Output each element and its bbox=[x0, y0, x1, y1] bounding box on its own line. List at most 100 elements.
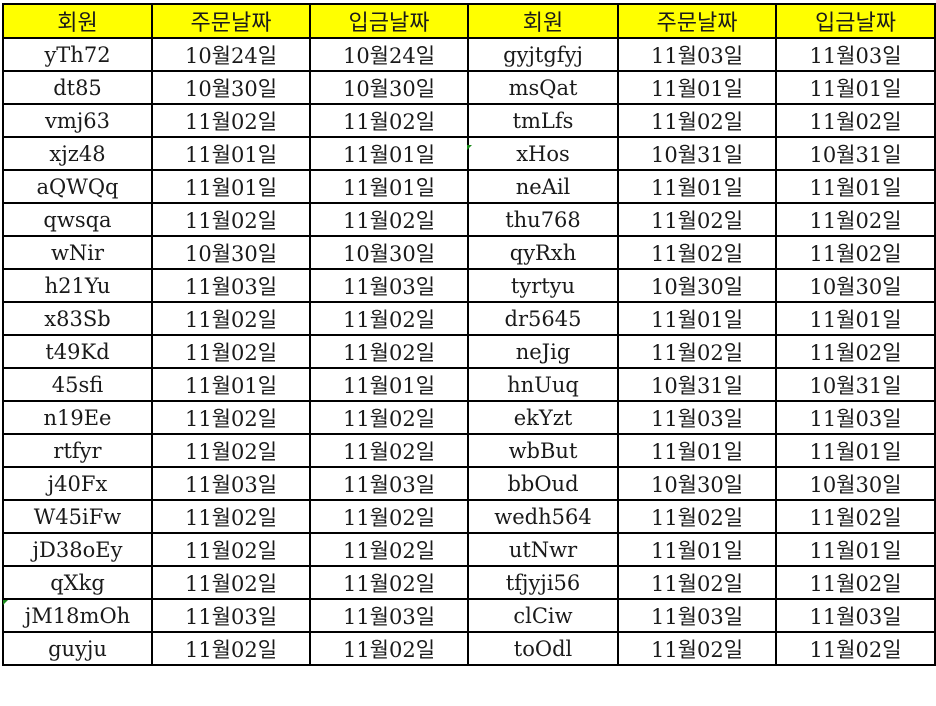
cell-member[interactable]: dt85 bbox=[2, 70, 153, 105]
cell-payment-date[interactable]: 11월02일 bbox=[309, 532, 469, 567]
cell-order-date[interactable]: 11월02일 bbox=[617, 631, 777, 666]
cell-payment-date[interactable]: 11월02일 bbox=[309, 433, 469, 468]
cell-payment-date[interactable]: 10월30일 bbox=[775, 466, 936, 501]
cell-payment-date[interactable]: 11월02일 bbox=[309, 301, 469, 336]
cell-member[interactable]: wbBut bbox=[467, 433, 619, 468]
cell-order-date[interactable]: 11월03일 bbox=[617, 37, 777, 72]
cell-payment-date[interactable]: 11월02일 bbox=[775, 202, 936, 237]
cell-member[interactable]: jD38oEy bbox=[2, 532, 153, 567]
cell-payment-date[interactable]: 10월30일 bbox=[309, 70, 469, 105]
cell-member[interactable]: W45iFw bbox=[2, 499, 153, 534]
cell-member[interactable]: vmj63 bbox=[2, 103, 153, 138]
cell-order-date[interactable]: 10월31일 bbox=[617, 136, 777, 171]
cell-order-date[interactable]: 11월03일 bbox=[617, 598, 777, 633]
cell-member[interactable]: clCiw bbox=[467, 598, 619, 633]
cell-member[interactable]: t49Kd bbox=[2, 334, 153, 369]
cell-payment-date[interactable]: 11월02일 bbox=[775, 565, 936, 600]
cell-payment-date[interactable]: 11월02일 bbox=[775, 631, 936, 666]
cell-payment-date[interactable]: 11월02일 bbox=[775, 334, 936, 369]
cell-payment-date[interactable]: 11월03일 bbox=[309, 466, 469, 501]
cell-member[interactable]: gyjtgfyj bbox=[467, 37, 619, 72]
cell-member[interactable]: tmLfs bbox=[467, 103, 619, 138]
cell-member[interactable]: guyju bbox=[2, 631, 153, 666]
cell-member[interactable]: jM18mOh bbox=[2, 598, 153, 633]
cell-payment-date[interactable]: 11월01일 bbox=[309, 367, 469, 402]
cell-payment-date[interactable]: 11월01일 bbox=[775, 70, 936, 105]
cell-member[interactable]: n19Ee bbox=[2, 400, 153, 435]
cell-payment-date[interactable]: 11월02일 bbox=[309, 334, 469, 369]
cell-payment-date[interactable]: 11월03일 bbox=[309, 598, 469, 633]
cell-member[interactable]: dr5645 bbox=[467, 301, 619, 336]
cell-payment-date[interactable]: 11월02일 bbox=[309, 565, 469, 600]
cell-order-date[interactable]: 11월02일 bbox=[617, 334, 777, 369]
cell-payment-date[interactable]: 11월01일 bbox=[309, 136, 469, 171]
cell-member[interactable]: toOdl bbox=[467, 631, 619, 666]
cell-member[interactable]: j40Fx bbox=[2, 466, 153, 501]
header-payment-date[interactable]: 입금날짜 bbox=[309, 3, 469, 39]
cell-payment-date[interactable]: 11월03일 bbox=[309, 268, 469, 303]
cell-order-date[interactable]: 11월02일 bbox=[617, 103, 777, 138]
cell-order-date[interactable]: 11월03일 bbox=[151, 466, 311, 501]
cell-order-date[interactable]: 11월02일 bbox=[151, 202, 311, 237]
cell-order-date[interactable]: 11월02일 bbox=[151, 301, 311, 336]
cell-member[interactable]: thu768 bbox=[467, 202, 619, 237]
header-member[interactable]: 회원 bbox=[2, 3, 153, 39]
cell-payment-date[interactable]: 11월03일 bbox=[775, 598, 936, 633]
cell-order-date[interactable]: 10월30일 bbox=[617, 466, 777, 501]
cell-member[interactable]: qwsqa bbox=[2, 202, 153, 237]
cell-payment-date[interactable]: 11월01일 bbox=[309, 169, 469, 204]
cell-member[interactable]: tfjyji56 bbox=[467, 565, 619, 600]
cell-order-date[interactable]: 10월31일 bbox=[617, 367, 777, 402]
cell-order-date[interactable]: 11월02일 bbox=[617, 202, 777, 237]
cell-member[interactable]: 45sfi bbox=[2, 367, 153, 402]
cell-order-date[interactable]: 11월02일 bbox=[617, 235, 777, 270]
cell-member[interactable]: msQat bbox=[467, 70, 619, 105]
cell-order-date[interactable]: 10월30일 bbox=[151, 235, 311, 270]
header-member[interactable]: 회원 bbox=[467, 3, 619, 39]
cell-order-date[interactable]: 11월02일 bbox=[617, 565, 777, 600]
cell-order-date[interactable]: 11월02일 bbox=[151, 103, 311, 138]
cell-member[interactable]: neJig bbox=[467, 334, 619, 369]
cell-order-date[interactable]: 11월01일 bbox=[151, 136, 311, 171]
cell-payment-date[interactable]: 11월02일 bbox=[775, 499, 936, 534]
cell-order-date[interactable]: 11월01일 bbox=[151, 169, 311, 204]
cell-order-date[interactable]: 11월02일 bbox=[617, 499, 777, 534]
cell-member[interactable]: wedh564 bbox=[467, 499, 619, 534]
cell-order-date[interactable]: 11월01일 bbox=[151, 367, 311, 402]
cell-order-date[interactable]: 11월01일 bbox=[617, 169, 777, 204]
cell-order-date[interactable]: 10월24일 bbox=[151, 37, 311, 72]
cell-member[interactable]: aQWQq bbox=[2, 169, 153, 204]
cell-member[interactable]: wNir bbox=[2, 235, 153, 270]
cell-payment-date[interactable]: 11월01일 bbox=[775, 169, 936, 204]
cell-payment-date[interactable]: 10월30일 bbox=[775, 268, 936, 303]
cell-member[interactable]: rtfyr bbox=[2, 433, 153, 468]
cell-order-date[interactable]: 11월01일 bbox=[617, 70, 777, 105]
cell-order-date[interactable]: 11월03일 bbox=[617, 400, 777, 435]
cell-payment-date[interactable]: 11월02일 bbox=[775, 103, 936, 138]
cell-payment-date[interactable]: 11월02일 bbox=[309, 103, 469, 138]
cell-payment-date[interactable]: 10월31일 bbox=[775, 367, 936, 402]
cell-member[interactable]: xHos bbox=[467, 136, 619, 171]
header-order-date[interactable]: 주문날짜 bbox=[617, 3, 777, 39]
cell-order-date[interactable]: 11월01일 bbox=[617, 301, 777, 336]
cell-payment-date[interactable]: 10월24일 bbox=[309, 37, 469, 72]
cell-payment-date[interactable]: 11월03일 bbox=[775, 37, 936, 72]
header-payment-date[interactable]: 입금날짜 bbox=[775, 3, 936, 39]
cell-order-date[interactable]: 11월01일 bbox=[617, 433, 777, 468]
cell-payment-date[interactable]: 11월01일 bbox=[775, 301, 936, 336]
header-order-date[interactable]: 주문날짜 bbox=[151, 3, 311, 39]
cell-payment-date[interactable]: 11월02일 bbox=[309, 631, 469, 666]
cell-payment-date[interactable]: 10월30일 bbox=[309, 235, 469, 270]
cell-order-date[interactable]: 11월02일 bbox=[151, 400, 311, 435]
cell-order-date[interactable]: 11월02일 bbox=[151, 532, 311, 567]
cell-payment-date[interactable]: 11월02일 bbox=[309, 499, 469, 534]
cell-member[interactable]: qXkg bbox=[2, 565, 153, 600]
cell-payment-date[interactable]: 11월02일 bbox=[775, 235, 936, 270]
cell-payment-date[interactable]: 11월02일 bbox=[309, 202, 469, 237]
cell-order-date[interactable]: 10월30일 bbox=[151, 70, 311, 105]
cell-payment-date[interactable]: 11월03일 bbox=[775, 400, 936, 435]
cell-member[interactable]: xjz48 bbox=[2, 136, 153, 171]
cell-order-date[interactable]: 10월30일 bbox=[617, 268, 777, 303]
cell-payment-date[interactable]: 11월02일 bbox=[309, 400, 469, 435]
cell-member[interactable]: tyrtyu bbox=[467, 268, 619, 303]
